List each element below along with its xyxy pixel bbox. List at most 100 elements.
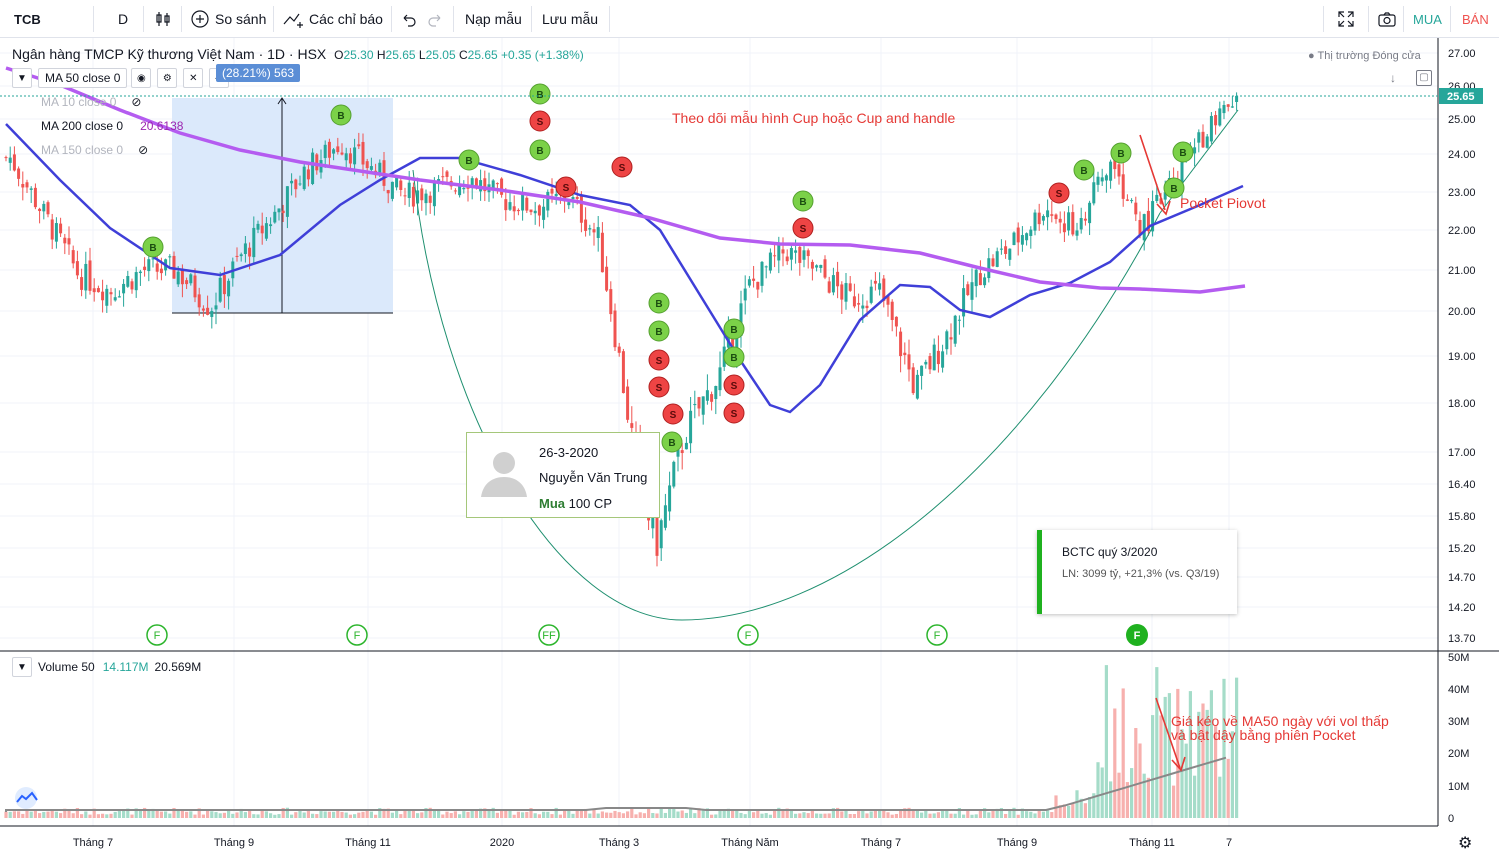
ma150-legend-label[interactable]: MA 150 close 0: [41, 143, 124, 157]
buy-signal-label: B: [465, 156, 472, 167]
change-value: +0.35 (+1.38%): [501, 48, 584, 62]
candle-body: [663, 505, 667, 528]
volume-bar: [1058, 805, 1062, 818]
buy-signal-circle: [648, 292, 670, 314]
earnings-tooltip: BCTC quý 3/2020 LN: 3099 tỷ, +21,3% (vs.…: [1037, 530, 1237, 614]
ohlc-values: O25.30 H25.65 L25.05 C25.65 +0.35 (+1.38…: [334, 48, 584, 62]
tradingview-logo[interactable]: [12, 786, 42, 810]
candle-body: [987, 258, 991, 279]
volume-bar: [290, 814, 294, 818]
candle-body: [1113, 158, 1117, 170]
volume-bar: [1235, 677, 1239, 818]
volume-bar: [67, 810, 71, 818]
candle-body: [773, 255, 777, 257]
load-template-button[interactable]: Nạp mẫu: [465, 11, 522, 27]
redo-button[interactable]: [426, 0, 444, 38]
volume-bar: [773, 810, 777, 818]
candle-body: [962, 288, 966, 317]
volume-bar: [533, 813, 537, 818]
settings-gear-icon[interactable]: ⚙: [1458, 835, 1473, 852]
volume-bar: [382, 808, 386, 818]
volume-bar: [714, 814, 718, 818]
save-template-button[interactable]: Lưu mẫu: [542, 11, 599, 27]
candle-body: [747, 279, 751, 286]
volume-bar: [1104, 665, 1108, 818]
candle-body: [1088, 202, 1092, 224]
sell-button[interactable]: BÁN: [1462, 11, 1489, 27]
compare-label: So sánh: [215, 11, 267, 27]
toolbar-divider: [1403, 6, 1404, 32]
volume-legend: ▼ Volume 50 14.117M 20.569M: [12, 657, 201, 677]
candle-body: [8, 157, 12, 163]
ma200-value: 20.6138: [140, 119, 184, 133]
close-value: 25.65: [467, 48, 498, 62]
toolbar-divider: [93, 6, 94, 32]
candle-body: [924, 361, 928, 365]
volume-bar: [684, 812, 688, 818]
buy-signal: B: [1172, 141, 1194, 163]
volume-bar: [542, 811, 546, 818]
sell-signal: S: [529, 110, 551, 132]
volume-bar: [453, 811, 457, 818]
volume-bar: [735, 809, 739, 818]
candle-body: [92, 288, 96, 293]
candle-body: [1033, 212, 1037, 231]
candle-body: [12, 154, 16, 171]
volume-bar: [718, 809, 722, 818]
collapse-legend-button[interactable]: ▼: [12, 68, 32, 88]
volume-bar: [777, 807, 781, 818]
earnings-marker-active: F: [1126, 624, 1148, 646]
sell-signal-label: S: [656, 356, 663, 367]
ma50-legend-label[interactable]: MA 50 close 0: [38, 68, 128, 88]
earnings-marker: F: [737, 624, 759, 646]
snapshot-button[interactable]: [1377, 0, 1397, 38]
volume-bar: [344, 812, 348, 818]
volume-bar: [155, 810, 159, 818]
volume-bar: [857, 811, 861, 818]
gear-icon[interactable]: ⚙: [157, 68, 178, 88]
eye-off-icon[interactable]: ⊘: [131, 95, 142, 109]
candle-body: [512, 206, 516, 212]
candle-body: [88, 260, 92, 291]
candle-body: [453, 190, 457, 192]
volume-bar: [1117, 772, 1121, 818]
eye-icon[interactable]: ◉: [131, 68, 152, 88]
candle-body: [311, 152, 315, 185]
symbol-button[interactable]: TCB: [14, 11, 41, 27]
volume-bar: [756, 809, 760, 818]
volume-bar: [96, 814, 100, 818]
earnings-marker-label: F: [354, 630, 361, 642]
candle-body: [214, 305, 218, 310]
volume-legend-label[interactable]: Volume 50: [38, 660, 95, 674]
eye-off-icon[interactable]: ⊘: [138, 143, 149, 157]
volume-bar: [512, 814, 516, 818]
sell-signal-circle: [555, 176, 577, 198]
ma10-legend-label[interactable]: MA 10 close 0: [41, 95, 117, 109]
volume-bar: [1096, 762, 1100, 818]
restore-icon[interactable]: ▢: [1416, 70, 1432, 86]
candle-body: [680, 450, 684, 454]
candle-body: [739, 303, 743, 336]
candle-body: [248, 247, 252, 257]
sell-signal-circle: [1048, 182, 1070, 204]
ma200-legend-label[interactable]: MA 200 close 0: [41, 119, 124, 133]
candle-body: [113, 297, 117, 301]
chart-type-button[interactable]: [154, 0, 172, 38]
earnings-marker: FF: [538, 624, 560, 646]
close-icon[interactable]: ✕: [183, 68, 204, 88]
fullscreen-button[interactable]: [1337, 0, 1355, 38]
collapse-volume-button[interactable]: ▼: [12, 657, 32, 677]
undo-button[interactable]: [400, 0, 418, 38]
compare-button[interactable]: So sánh: [191, 0, 266, 38]
buy-button[interactable]: MUA: [1413, 11, 1442, 27]
volume-bar: [470, 811, 474, 818]
indicators-button[interactable]: Các chỉ báo: [283, 0, 383, 38]
candle-body: [1134, 202, 1138, 215]
candle-body: [630, 423, 634, 428]
market-status: ● Thị trường Đóng cửa: [1308, 50, 1421, 62]
volume-bar: [336, 809, 340, 818]
sell-signal-label: S: [1056, 189, 1063, 200]
interval-button[interactable]: D: [118, 11, 129, 27]
scroll-down-icon[interactable]: ↓: [1390, 71, 1396, 85]
volume-bar: [327, 811, 331, 818]
